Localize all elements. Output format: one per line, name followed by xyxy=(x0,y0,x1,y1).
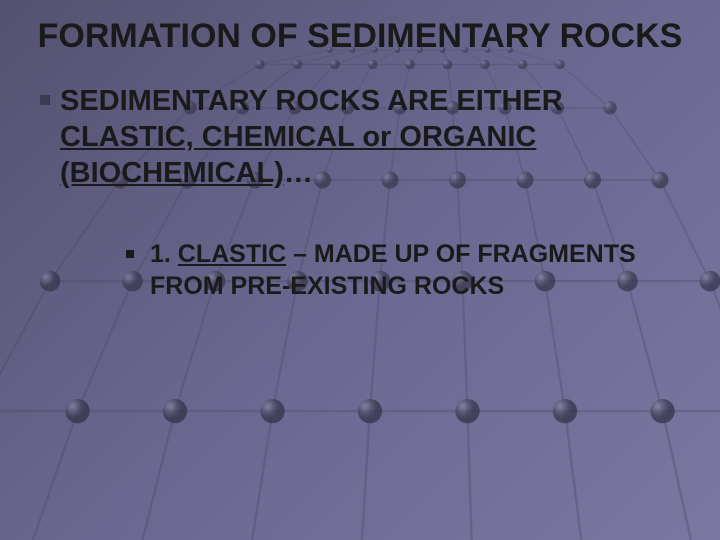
sub-text: 1. CLASTIC – MADE UP OF FRAGMENTS FROM P… xyxy=(150,239,690,302)
sub-bullet-icon xyxy=(126,250,134,258)
slide-title: FORMATION OF SEDIMENTARY ROCKS xyxy=(30,18,690,55)
body-block: SEDIMENTARY ROCKS ARE EITHER CLASTIC, CH… xyxy=(30,83,690,302)
sub-prefix: 1. xyxy=(150,240,178,268)
sub-underlined: CLASTIC xyxy=(178,240,286,268)
body-prefix: SEDIMENTARY ROCKS ARE EITHER xyxy=(60,85,563,117)
body-bullet-icon xyxy=(40,95,50,105)
body-suffix: … xyxy=(284,157,313,189)
title-text: FORMATION OF SEDIMENTARY ROCKS xyxy=(38,17,683,55)
body-text: SEDIMENTARY ROCKS ARE EITHER CLASTIC, CH… xyxy=(60,83,690,192)
sub-block: 1. CLASTIC – MADE UP OF FRAGMENTS FROM P… xyxy=(60,239,690,302)
slide-content: FORMATION OF SEDIMENTARY ROCKS SEDIMENTA… xyxy=(0,0,720,540)
